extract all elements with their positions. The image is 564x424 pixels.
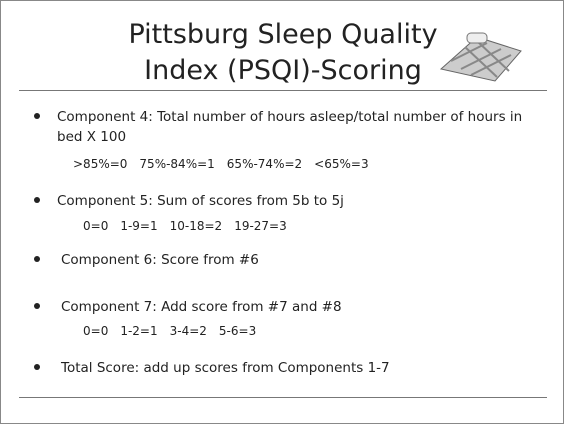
score-item: 10-18=2: [170, 219, 223, 233]
divider: [19, 397, 547, 398]
bullet: [34, 364, 40, 370]
bullet: [34, 113, 40, 119]
bullet-text: Component 6: Score from #6: [61, 250, 531, 270]
score-item: 65%-74%=2: [227, 157, 302, 171]
score-item: <65%=3: [314, 157, 368, 171]
bed-icon: [437, 29, 523, 85]
score-item: 0=0: [83, 324, 108, 338]
score-item: 5-6=3: [219, 324, 256, 338]
bullet: [34, 197, 40, 203]
bullet-text: Component 5: Sum of scores from 5b to 5j: [57, 191, 527, 211]
score-item: 75%-84%=1: [139, 157, 214, 171]
score-item: 3-4=2: [170, 324, 207, 338]
bullet-text: Total Score: add up scores from Componen…: [61, 358, 531, 378]
bullet: [34, 303, 40, 309]
scores: 0=0 1-9=1 10-18=2 19-27=3: [83, 219, 299, 233]
divider: [19, 90, 547, 91]
slide: Pittsburg Sleep Quality Index (PSQI)-Sco…: [0, 0, 564, 424]
bullet: [34, 256, 40, 262]
bullet-text: Component 7: Add score from #7 and #8: [61, 297, 531, 317]
score-item: 0=0: [83, 219, 108, 233]
bullet-text: Component 4: Total number of hours aslee…: [57, 107, 527, 147]
score-item: 1-2=1: [120, 324, 157, 338]
score-item: 19-27=3: [234, 219, 287, 233]
score-item: 1-9=1: [120, 219, 157, 233]
scores: >85%=0 75%-84%=1 65%-74%=2 <65%=3: [73, 157, 381, 171]
score-item: >85%=0: [73, 157, 127, 171]
scores: 0=0 1-2=1 3-4=2 5-6=3: [83, 324, 268, 338]
